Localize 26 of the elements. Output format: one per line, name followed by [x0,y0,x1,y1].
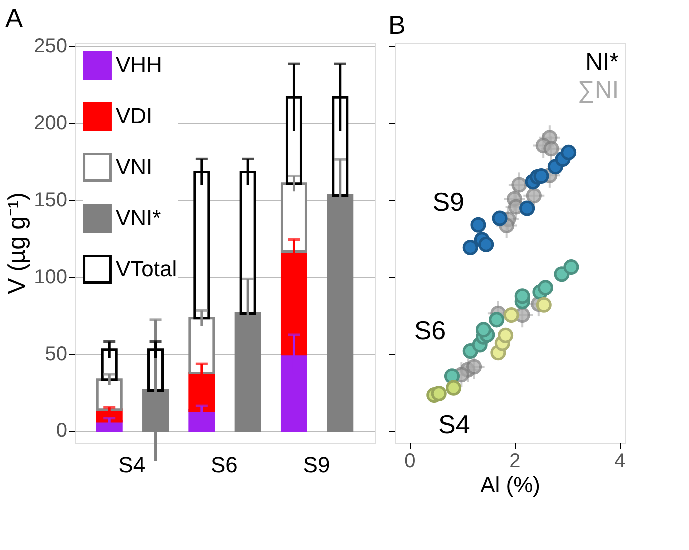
annotation: S9 [432,186,465,217]
y-tick-label: 250 [34,36,68,58]
y-tick-label: 50 [45,343,68,366]
legend-label: VNI* [116,206,162,230]
x-tick-label: 4 [614,450,626,472]
x-tick-label: S6 [210,452,238,478]
x-tick-label: S4 [118,452,146,478]
legend-label: VNI [116,154,153,180]
y-tick-label: 200 [34,112,68,134]
series-label: ∑NI [578,77,619,104]
legend-label: VTotal [116,256,178,282]
legend-label: VDI [116,104,153,128]
x-tick-label: S9 [303,452,330,478]
y-axis-title: V (µg g⁻¹) [4,192,32,294]
x-tick-label: 2 [510,450,521,472]
annotation: S4 [438,409,470,440]
y-tick-label: 150 [34,189,68,212]
annotation: S6 [414,315,446,346]
y-tick-label: 100 [34,266,68,288]
y-tick-label: 0 [56,420,68,442]
legend-title: NI* [586,49,619,76]
x-axis-title: Al (%) [480,472,540,498]
chart-title: A [6,3,24,34]
chart-title: B [388,10,406,40]
x-tick-label: 0 [404,450,416,472]
legend-label: VHH [116,52,162,78]
